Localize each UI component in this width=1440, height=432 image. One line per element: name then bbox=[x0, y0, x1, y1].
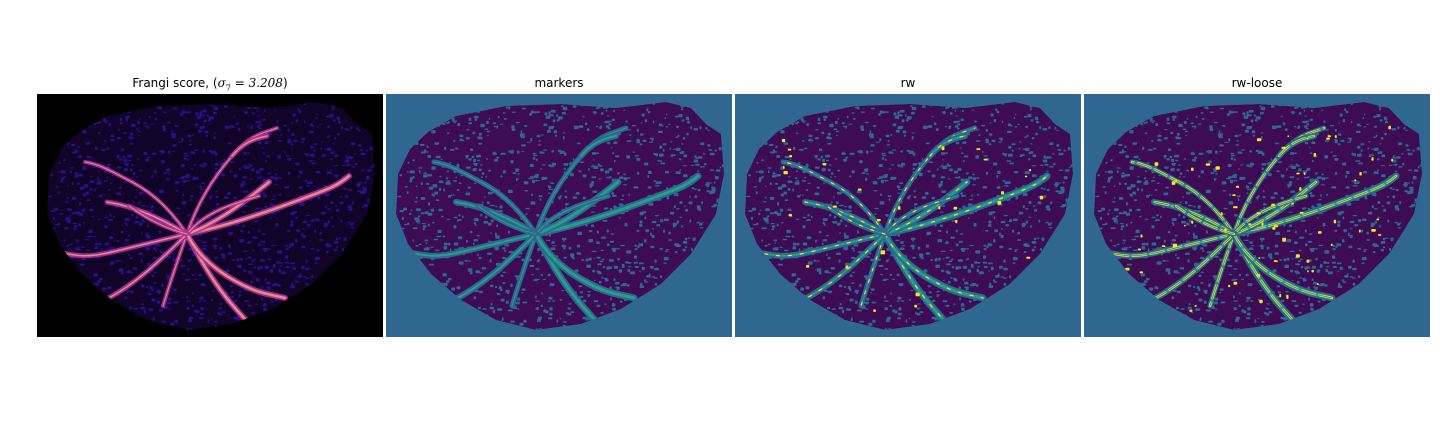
sigma-symbol: σ7 = 3.208 bbox=[217, 76, 283, 93]
markers-render bbox=[386, 94, 732, 337]
frangi-score-render bbox=[37, 94, 383, 337]
panel-title-rw: rw bbox=[900, 76, 916, 90]
rw-loose-image bbox=[1084, 94, 1430, 337]
frangi-score-image bbox=[37, 94, 383, 337]
rw-image bbox=[735, 94, 1081, 337]
rw-loose-render bbox=[1084, 94, 1430, 337]
panel-title-markers: markers bbox=[534, 76, 584, 90]
panel-title-frangi: Frangi score, (σ7 = 3.208) bbox=[132, 76, 288, 93]
rw-render bbox=[735, 94, 1081, 337]
markers-image bbox=[386, 94, 732, 337]
panel-title-rw-loose: rw-loose bbox=[1231, 76, 1283, 90]
